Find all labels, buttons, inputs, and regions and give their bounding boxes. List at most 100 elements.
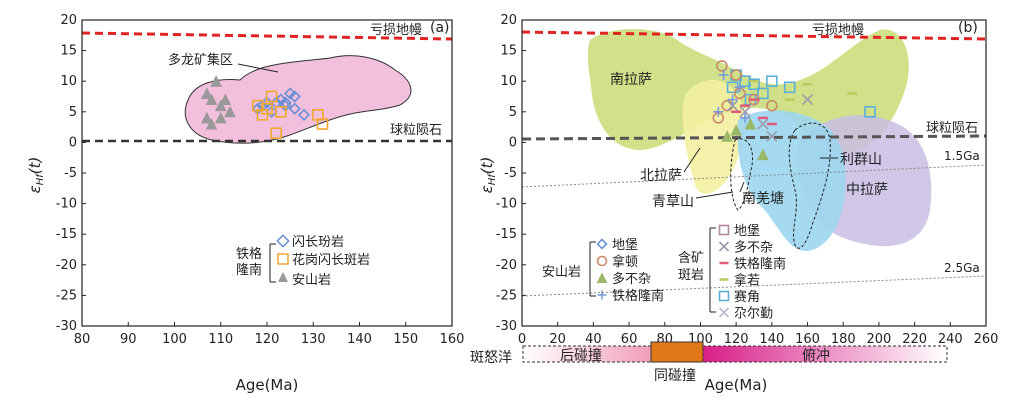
panel-b-xlabel: Age(Ma): [705, 376, 768, 394]
data-point: [730, 124, 742, 136]
panel-b-xtick-label: 60: [621, 332, 638, 347]
legend-marker: [596, 272, 608, 283]
region-label: 多龙矿集区: [168, 52, 233, 68]
data-point: [740, 112, 751, 123]
depleted-mantle-line-b: [521, 30, 987, 41]
data-point: [766, 75, 778, 87]
legend-marker: [597, 290, 607, 300]
data-point: [214, 111, 227, 124]
panel-b-ytick-label: -15: [496, 227, 517, 242]
data-point: [316, 118, 329, 130]
depleted-mantle-line: [81, 31, 453, 41]
panel-b-xtick-label: 20: [549, 332, 566, 347]
data-point: [265, 90, 278, 103]
legend-item-label: 铁格隆南: [734, 256, 786, 272]
duolong-region: [184, 55, 412, 144]
legend-item-label: 尕尔勤: [734, 307, 773, 322]
data-point: [224, 105, 236, 118]
qingcaoshan-outline: [730, 138, 754, 211]
evolution-1.5ga: [521, 164, 987, 188]
region-label-qingcaoshan: 青草山: [652, 194, 694, 210]
data-point: [734, 82, 745, 93]
data-point: [713, 106, 724, 117]
panel-a-ytick-label: 0: [69, 135, 77, 150]
evolution-2.5ga: [521, 275, 987, 297]
panel-a-xtick-label: 150: [393, 332, 418, 347]
timeline-subduction-label: 俯冲: [802, 348, 830, 364]
timeline-label: 斑怒洋: [470, 350, 512, 366]
evolution-2.5ga-label: 2.5Ga: [944, 261, 980, 275]
data-point: [270, 96, 283, 109]
panel-b-xtick-label: 240: [938, 332, 963, 347]
panel-b-xtick-label: 120: [724, 332, 749, 347]
panel-b-xtick-label: 40: [585, 332, 602, 347]
legend-item-label: 拿顿: [612, 254, 638, 270]
data-point: [284, 87, 297, 100]
panel-a-xtick-label: 140: [347, 332, 372, 347]
region-label-central-lhasa: 中拉萨: [846, 182, 888, 198]
panel-b-xtick-label: 180: [831, 332, 856, 347]
region-label-south-qiangtang: 南羌塘: [742, 191, 784, 207]
legend-item-andesite: 安山岩: [292, 273, 331, 288]
legend-porphyry-title-1: 含矿: [678, 250, 704, 266]
legend-item-label: 多不杂: [612, 271, 651, 287]
data-point: [730, 69, 742, 81]
data-point: [275, 106, 287, 118]
legend-marker: [718, 224, 730, 236]
data-point: [744, 117, 757, 130]
panel-a-xtick-label: 160: [440, 332, 465, 347]
legend-marker: [596, 238, 608, 250]
data-point: [279, 96, 292, 109]
data-point: [748, 78, 760, 91]
data-point: [205, 117, 218, 130]
panel-a-xtick-label: 110: [208, 332, 233, 347]
panel-a-xtick-label: 130: [301, 332, 326, 347]
evolution-1.5ga-label: 1.5Ga: [944, 149, 980, 163]
data-point: [757, 118, 769, 130]
panel-a-frame: [81, 19, 453, 327]
panel-b-ytick-label: -5: [504, 166, 517, 181]
panel-b-ytick-label: -30: [496, 319, 517, 334]
legend-porphyry-title-2: 斑岩: [678, 268, 704, 283]
region-leader: [237, 63, 279, 73]
data-point: [214, 99, 227, 112]
panel-a-ytick-label: 5: [69, 105, 77, 120]
panel-a-xtick-label: 120: [255, 332, 280, 347]
legend-marker: [718, 290, 730, 302]
legend-item-label: 地堡: [612, 237, 638, 253]
data-point: [260, 96, 274, 109]
data-point: [201, 87, 213, 99]
timeline-post-collision-label: 后碰撞: [560, 348, 602, 364]
panel-b-ylabel: εHf(t): [478, 157, 498, 194]
timeline: 斑怒洋 后碰撞 同碰撞 俯冲: [470, 341, 948, 384]
panel-b-ytick-label: 10: [500, 74, 517, 89]
data-point: [288, 102, 301, 115]
panel-a-ytick-label: 20: [60, 13, 77, 28]
panel-b-letter: (b): [958, 20, 978, 36]
data-point: [201, 111, 213, 124]
panel-a-ytick-label: -5: [64, 166, 77, 181]
panel-a: 亏损地幔 球粒陨石 多龙矿集区 铁格 隆南 闪长玢岩 花岗闪长斑岩 安山岩 (a…: [26, 13, 464, 394]
panel-a-xtick-label: 80: [74, 332, 91, 347]
legend-marker: [718, 241, 730, 252]
data-point: [716, 60, 728, 72]
data-point: [270, 127, 283, 140]
legend-group-label: 铁格: [236, 246, 262, 262]
data-point: [766, 130, 778, 142]
panel-b-ytick-label: 15: [500, 44, 517, 59]
panel-a-ytick-label: -30: [56, 319, 77, 334]
legend-item-label: 地堡: [734, 223, 760, 239]
data-point: [210, 75, 222, 87]
legend-group-label-2: 隆南: [236, 262, 262, 278]
legend-marker: [718, 307, 730, 318]
legend-item-diorite: 闪长玢岩: [292, 235, 344, 250]
data-point: [757, 87, 769, 100]
depleted-mantle-label: 亏损地幔: [370, 23, 422, 38]
data-point: [766, 99, 778, 112]
legend-item-label: 赛角: [734, 289, 760, 305]
panel-a-ytick-label: -20: [56, 258, 77, 273]
panel-a-ytick-label: 10: [60, 74, 77, 89]
chondrite-label: 球粒陨石: [390, 123, 442, 138]
